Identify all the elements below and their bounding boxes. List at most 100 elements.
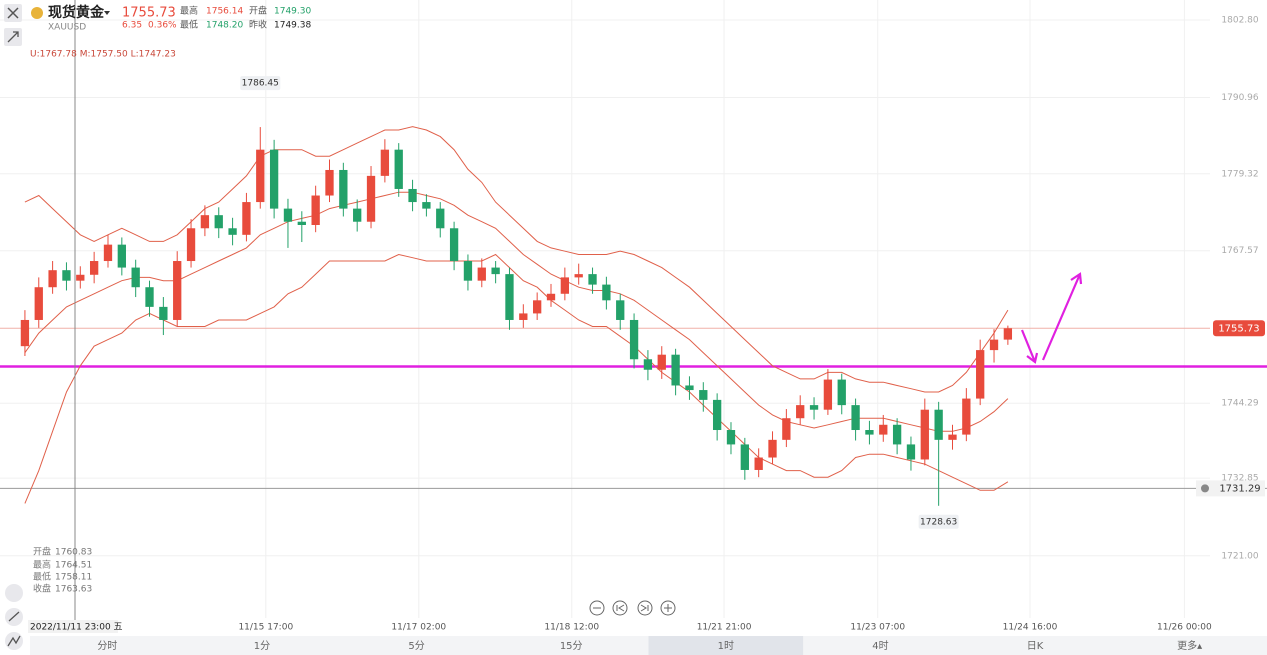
y-tick-label: 1732.85	[1221, 474, 1258, 484]
crosshair-stats: 开盘 1760.83 最高 1764.51 最低 1758.11 收盘 1763…	[33, 546, 92, 595]
tools	[5, 584, 23, 650]
candle-body	[505, 274, 514, 320]
candle-body	[256, 149, 265, 203]
stat-label: 开盘	[33, 546, 51, 558]
candle-body	[394, 149, 403, 189]
candle-body	[283, 208, 293, 222]
tab[interactable]: 分时	[97, 640, 117, 652]
stat-label: 最高	[33, 559, 51, 571]
symbol: XAUUSD	[48, 23, 86, 33]
candle-body	[616, 300, 625, 320]
candle-body	[796, 405, 805, 419]
tab[interactable]: 5分	[408, 640, 424, 652]
candle-body	[685, 385, 694, 391]
candle-body	[1003, 328, 1013, 340]
candle-body	[906, 444, 916, 460]
candle-body	[837, 379, 846, 406]
band-line	[24, 126, 1009, 393]
tool-button[interactable]	[5, 584, 23, 602]
candle-body	[145, 287, 154, 307]
candle-body	[754, 457, 763, 470]
tabs: 分时 1分 5分 15分 1时 4时 日K 更多▴	[30, 636, 1267, 655]
tab[interactable]: 15分	[560, 640, 583, 652]
stat-label: 开盘	[249, 5, 267, 17]
candle-body	[657, 354, 666, 370]
candle-body	[214, 215, 223, 229]
candle-body	[366, 175, 376, 222]
stat-value: 1749.38	[274, 21, 311, 31]
candle-body	[311, 195, 320, 225]
alert-icon	[1201, 484, 1209, 493]
tool-button[interactable]	[5, 632, 23, 650]
stat-value: 1764.51	[55, 561, 92, 571]
tab[interactable]: 1分	[254, 640, 270, 652]
y-tick-label: 1767.57	[1221, 246, 1258, 256]
candle-body	[463, 261, 473, 281]
stat-value: 1760.83	[55, 548, 92, 558]
band-line	[24, 253, 1009, 504]
tool-icon	[7, 611, 21, 647]
candle-body	[200, 215, 210, 229]
candle-body	[712, 399, 722, 431]
candle-body	[269, 149, 279, 209]
candle-body	[574, 274, 583, 278]
tab[interactable]: 4时	[872, 640, 888, 652]
stat-label: 收盘	[33, 583, 51, 595]
candle-body	[851, 405, 860, 431]
candle-body	[186, 228, 196, 262]
price-tag	[1213, 320, 1265, 337]
candle-body	[892, 424, 902, 445]
tab[interactable]: 1时	[718, 640, 734, 652]
candle-body	[989, 339, 999, 351]
change: 6.35	[122, 21, 142, 31]
candle-body	[588, 274, 597, 285]
candle-body	[477, 267, 486, 281]
instrument-name: 现货黄金	[48, 4, 105, 21]
expand-icon	[7, 31, 19, 43]
y-tick-label: 1790.96	[1221, 93, 1258, 103]
price-tag-label: 1755.73	[1218, 323, 1259, 334]
candle-body	[117, 244, 126, 268]
candle-body	[242, 202, 251, 235]
candle-body	[408, 188, 417, 203]
x-tick-label: 11/18 12:00	[544, 623, 599, 633]
candle-body	[20, 319, 30, 347]
candle-body	[976, 350, 985, 399]
y-tick-label: 1721.00	[1221, 551, 1258, 561]
candle-body	[76, 274, 85, 281]
candle-body	[325, 169, 334, 196]
candle-body	[546, 293, 556, 301]
candle-body	[449, 228, 459, 262]
stat-label: 最低	[180, 19, 198, 31]
candle-body	[34, 287, 43, 320]
tab-selected[interactable]	[648, 636, 804, 655]
x-tick-label: 11/26 00:00	[1157, 623, 1212, 633]
annotation-box	[918, 514, 959, 529]
candle-body	[131, 267, 140, 288]
arrows	[1020, 272, 1083, 364]
candle-body	[948, 434, 957, 440]
candle-body	[519, 313, 528, 320]
dropdown-icon[interactable]	[104, 11, 110, 15]
axes: 1721.00 1732.85 1744.29 1767.57 1779.32 1790.…	[238, 15, 1265, 633]
annotation-box	[240, 76, 281, 91]
candle-body	[782, 418, 791, 440]
playback-icons	[593, 604, 672, 612]
playback	[589, 600, 676, 616]
stat-label: 最低	[33, 571, 51, 583]
candle-body	[726, 430, 736, 445]
candle-body	[629, 319, 639, 360]
candle-body	[533, 300, 542, 314]
tab[interactable]: 更多▴	[1177, 639, 1202, 652]
candle-body	[436, 208, 445, 229]
candle-body	[560, 277, 570, 294]
candle-body	[491, 267, 500, 275]
candle-body	[865, 430, 874, 435]
price: 1755.73	[122, 6, 176, 21]
tab[interactable]: 日K	[1027, 641, 1044, 652]
stat-label: 最高	[180, 5, 198, 17]
y-tick-label: 1779.32	[1221, 169, 1258, 179]
candle-body	[159, 306, 168, 320]
